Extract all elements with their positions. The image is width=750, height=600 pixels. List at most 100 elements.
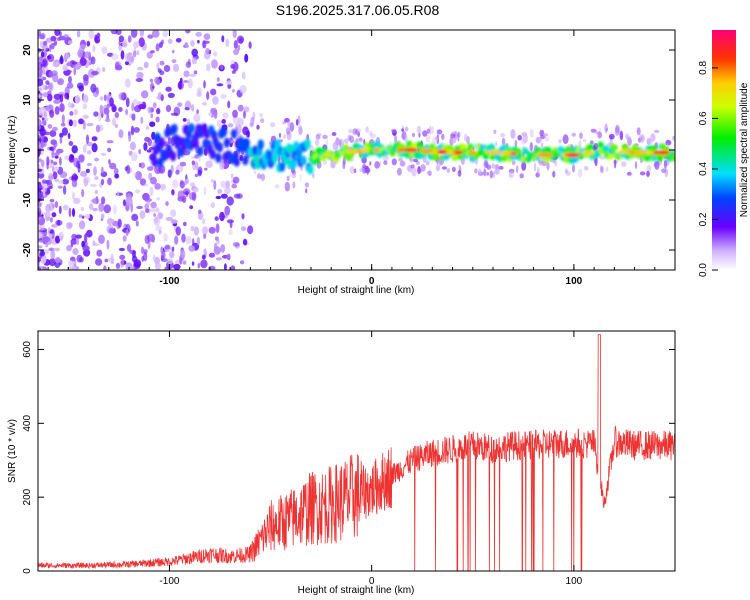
noise-speckle: [188, 245, 195, 252]
noise-speckle: [282, 134, 286, 139]
noise-speckle: [86, 229, 93, 238]
noise-speckle: [241, 71, 246, 80]
noise-speckle: [131, 102, 135, 112]
noise-speckle: [570, 144, 573, 149]
noise-speckle: [141, 90, 149, 99]
noise-speckle: [639, 134, 645, 143]
noise-speckle: [53, 93, 62, 100]
noise-speckle: [112, 204, 118, 215]
noise-speckle: [374, 161, 380, 169]
noise-speckle: [143, 61, 149, 69]
heatmap-y-axis-title: Frequency (Hz): [7, 116, 18, 185]
noise-speckle: [182, 118, 187, 122]
noise-speckle: [615, 124, 620, 134]
noise-speckle: [38, 256, 42, 263]
noise-speckle: [343, 138, 349, 144]
noise-speckle: [335, 137, 339, 141]
noise-speckle: [572, 164, 575, 173]
noise-speckle: [498, 166, 504, 170]
noise-speckle: [174, 235, 179, 245]
noise-speckle: [68, 260, 75, 267]
ridge-blob: [220, 126, 228, 137]
noise-speckle: [189, 205, 194, 210]
noise-speckle: [118, 129, 124, 139]
ridge-blob: [192, 138, 199, 149]
noise-speckle: [46, 55, 52, 60]
noise-speckle: [172, 49, 175, 54]
noise-speckle: [305, 188, 308, 194]
ridge-blob: [671, 155, 675, 162]
noise-speckle: [175, 38, 182, 43]
noise-speckle: [82, 103, 88, 110]
ridge-hotspot: [618, 149, 631, 154]
noise-speckle: [165, 201, 169, 207]
noise-speckle: [180, 77, 183, 84]
noise-speckle: [71, 233, 77, 241]
noise-speckle: [59, 31, 62, 37]
noise-speckle: [136, 128, 140, 133]
noise-speckle: [594, 156, 598, 167]
noise-speckle: [48, 71, 54, 78]
ridge-blob: [342, 144, 349, 151]
noise-speckle: [215, 223, 220, 234]
noise-speckle: [626, 172, 632, 176]
noise-speckle: [131, 113, 136, 121]
noise-speckle: [613, 159, 617, 169]
noise-speckle: [43, 117, 49, 122]
noise-speckle: [382, 154, 389, 162]
noise-speckle: [48, 247, 55, 251]
noise-speckle: [230, 265, 236, 270]
noise-speckle: [38, 118, 41, 127]
noise-speckle: [60, 122, 66, 127]
noise-speckle: [167, 38, 173, 44]
ridge-blob: [659, 143, 667, 150]
noise-speckle: [270, 135, 277, 144]
noise-speckle: [115, 192, 124, 196]
noise-speckle: [203, 248, 207, 254]
noise-speckle: [355, 128, 359, 135]
noise-speckle: [416, 125, 422, 134]
noise-speckle: [190, 225, 195, 232]
noise-speckle: [167, 92, 175, 98]
noise-speckle: [237, 44, 241, 52]
ridge-blob: [482, 153, 490, 160]
noise-speckle: [571, 132, 576, 137]
noise-speckle: [399, 160, 406, 167]
noise-speckle: [149, 208, 156, 213]
noise-speckle: [222, 112, 229, 119]
noise-speckle: [38, 182, 42, 192]
ridge-blob: [607, 153, 614, 160]
noise-speckle: [599, 155, 606, 160]
noise-speckle: [491, 164, 498, 169]
noise-speckle: [205, 160, 213, 168]
noise-speckle: [160, 94, 164, 102]
noise-speckle: [146, 125, 149, 131]
noise-speckle: [135, 78, 144, 82]
noise-speckle: [173, 263, 181, 270]
noise-speckle: [175, 226, 181, 236]
noise-speckle: [46, 183, 54, 188]
noise-speckle: [197, 39, 200, 44]
ridge-blob: [158, 137, 165, 148]
noise-speckle: [203, 80, 206, 89]
noise-speckle: [38, 67, 43, 78]
noise-speckle: [331, 132, 337, 136]
noise-speckle: [248, 41, 252, 49]
noise-speckle: [233, 48, 239, 56]
heatmap-y-tick-label: -20: [22, 242, 33, 257]
noise-speckle: [287, 121, 292, 128]
noise-speckle: [65, 69, 72, 74]
ridge-blob: [171, 123, 178, 134]
noise-speckle: [61, 127, 68, 136]
noise-speckle: [167, 169, 172, 178]
noise-speckle: [76, 254, 83, 263]
noise-speckle: [59, 156, 62, 166]
noise-speckle: [107, 177, 112, 186]
noise-speckle: [624, 133, 630, 140]
noise-speckle: [171, 59, 177, 64]
noise-speckle: [67, 40, 73, 45]
heatmap-x-tick-label: 0: [369, 276, 375, 287]
noise-speckle: [108, 159, 111, 165]
heatmap-y-tick-label: 0: [22, 147, 33, 153]
